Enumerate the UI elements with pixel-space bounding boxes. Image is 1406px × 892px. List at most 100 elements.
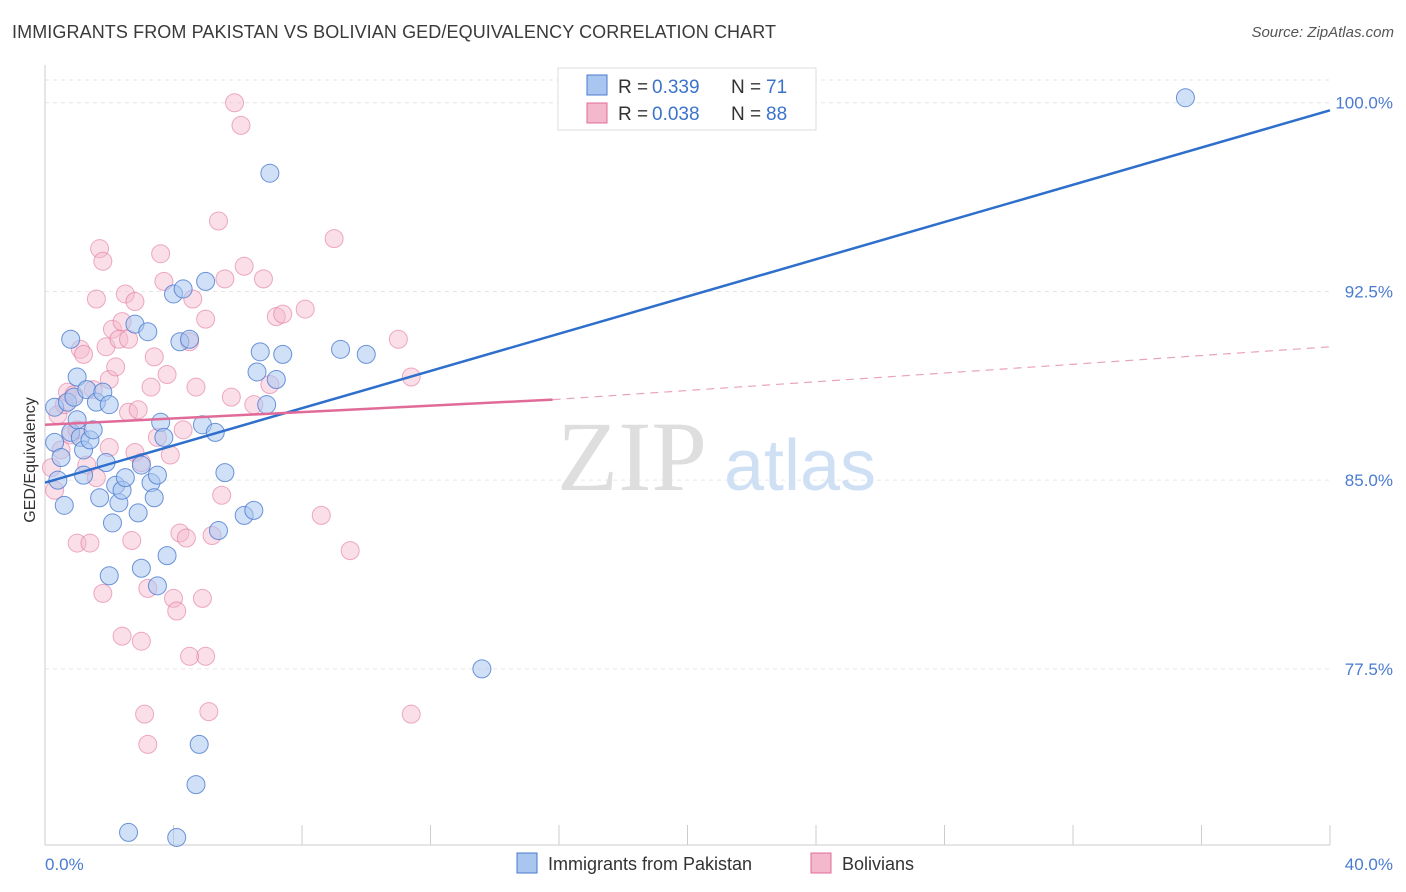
chart-title: IMMIGRANTS FROM PAKISTAN VS BOLIVIAN GED…	[12, 22, 777, 42]
bolivians-point	[102, 319, 122, 339]
pakistan-point	[131, 558, 151, 578]
pakistan-r-label: R =	[618, 77, 648, 98]
bolivians-point	[186, 377, 206, 397]
bolivians-point	[167, 601, 187, 621]
pakistan-point	[54, 495, 74, 515]
pakistan-point	[115, 468, 135, 488]
pakistan-point	[147, 576, 167, 596]
pakistan-point	[67, 410, 87, 430]
pakistan-point	[138, 322, 158, 342]
source-note: Source: ZipAtlas.com	[1251, 24, 1394, 41]
pakistan-point	[472, 659, 492, 679]
pakistan-point	[128, 503, 148, 523]
bolivians-point	[401, 704, 421, 724]
bolivians-point	[311, 505, 331, 525]
bolivians-swatch	[586, 102, 608, 124]
pakistan-point	[215, 463, 235, 483]
bolivians-point	[106, 357, 126, 377]
series-legend: Immigrants from Pakistan Bolivians	[516, 852, 914, 874]
trend-lines	[44, 109, 1331, 484]
bolivians-point	[131, 631, 151, 651]
pakistan-point	[196, 271, 216, 291]
bolivians-point	[180, 646, 200, 666]
legend-bolivians-label: Bolivians	[842, 854, 914, 874]
pakistan-point	[61, 329, 81, 349]
bolivians-point	[253, 269, 273, 289]
bolivians-point	[170, 523, 190, 543]
bolivians-point	[115, 284, 135, 304]
bolivians-point	[340, 541, 360, 561]
bolivians-point	[234, 256, 254, 276]
y-tick-labels: 77.5% 85.0% 92.5% 100.0%	[1335, 94, 1393, 679]
bolivians-point	[138, 734, 158, 754]
bolivians-point	[324, 229, 344, 249]
pakistan-point	[102, 513, 122, 533]
bolivians-point	[151, 244, 171, 264]
pakistan-point	[131, 455, 151, 475]
pakistan-point	[186, 775, 206, 795]
bolivians-trend-line	[44, 398, 553, 427]
bolivians-point	[128, 400, 148, 420]
bolivians-point	[86, 289, 106, 309]
bolivians-n-value: 88	[766, 104, 787, 125]
pakistan-point	[260, 163, 280, 183]
bolivians-point	[225, 93, 245, 113]
pakistan-point	[1175, 88, 1195, 108]
watermark-zip: ZIP	[557, 401, 707, 512]
bolivians-n-label: N =	[731, 104, 761, 125]
bolivians-point	[273, 304, 293, 324]
bolivians-point	[173, 420, 193, 440]
bolivians-r-label: R =	[618, 104, 648, 125]
bolivians-point	[112, 626, 132, 646]
watermark-atlas: atlas	[724, 426, 876, 506]
axes	[44, 65, 1331, 846]
pakistan-point	[173, 279, 193, 299]
bolivians-point	[122, 531, 142, 551]
pakistan-point	[83, 420, 103, 440]
x-tick-label: 0.0%	[45, 855, 84, 874]
bolivians-r-value: 0.038	[652, 104, 700, 125]
pakistan-point	[90, 488, 110, 508]
x-tick-label: 40.0%	[1345, 855, 1393, 874]
bolivians-point	[80, 533, 100, 553]
pakistan-point	[331, 339, 351, 359]
bolivians-point	[125, 292, 145, 312]
bolivians-point	[74, 344, 94, 364]
pakistan-point	[147, 465, 167, 485]
pakistan-point	[99, 395, 119, 415]
bolivians-point	[141, 377, 161, 397]
pakistan-point	[51, 448, 71, 468]
bolivians-point	[199, 702, 219, 722]
pakistan-point	[356, 344, 376, 364]
bolivians-point	[157, 364, 177, 384]
bolivians-point	[231, 115, 251, 135]
pakistan-n-value: 71	[766, 77, 787, 98]
bolivians-point	[90, 239, 110, 259]
y-tick-label: 92.5%	[1345, 282, 1393, 301]
y-tick-label: 100.0%	[1335, 94, 1393, 113]
bolivians-point	[196, 646, 216, 666]
pakistan-point	[154, 427, 174, 447]
pakistan-point	[244, 500, 264, 520]
bolivians-point	[192, 588, 212, 608]
pakistan-point	[157, 546, 177, 566]
pakistan-trend-line	[44, 109, 1331, 484]
bolivians-point	[295, 299, 315, 319]
pakistan-point	[247, 362, 267, 382]
bolivians-point	[93, 251, 113, 271]
pakistan-point	[144, 488, 164, 508]
bolivians-point	[176, 528, 196, 548]
legend-pakistan-swatch	[516, 852, 538, 874]
pakistan-point	[67, 367, 87, 387]
pakistan-point	[119, 822, 139, 842]
legend-pakistan-label: Immigrants from Pakistan	[548, 854, 752, 874]
stats-legend: R = 0.339 N = 71 R = 0.038 N = 88	[557, 67, 817, 131]
pakistan-point	[257, 395, 277, 415]
pakistan-n-label: N =	[731, 77, 761, 98]
y-tick-label: 85.0%	[1345, 471, 1393, 490]
legend-bolivians-swatch	[810, 852, 832, 874]
bolivians-point	[208, 211, 228, 231]
bolivians-point	[196, 309, 216, 329]
pakistan-point	[189, 734, 209, 754]
